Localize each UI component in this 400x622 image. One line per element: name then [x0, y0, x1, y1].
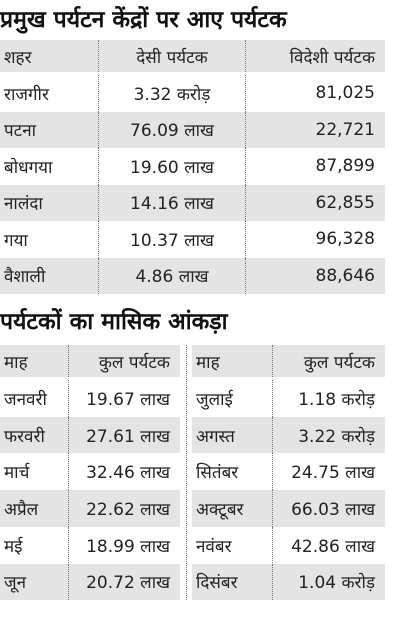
table-cell: पटना [0, 111, 98, 148]
table-title: प्रमुख पर्यटन केंद्रों पर आए पर्यटक [0, 7, 287, 33]
table-cell: मई [0, 526, 68, 564]
table-cell: सितंबर [192, 453, 272, 491]
table-cell: 14.16 लाख [98, 184, 245, 221]
table-cell: 87,899 [245, 148, 385, 185]
table-cell: नालंदा [0, 184, 98, 221]
table-cell: 10.37 लाख [98, 221, 245, 258]
table-cell: अप्रैल [0, 490, 68, 527]
table-cell: मार्च [0, 453, 68, 491]
header-cell: देसी पर्यटक [98, 40, 245, 72]
table-cell: 22.62 लाख [68, 490, 180, 527]
table-cell: दिसंबर [192, 563, 272, 601]
table-cell: बोधगया [0, 148, 98, 185]
table-cell: 62,855 [245, 184, 385, 221]
table-cell: 19.67 लाख [68, 380, 180, 417]
table-cell: फरवरी [0, 416, 68, 454]
table-cell: 3.22 करोड़ [272, 416, 385, 454]
table-cell: 81,025 [245, 75, 385, 112]
header-cell: कुल पर्यटक [68, 345, 180, 377]
table-cell: 19.60 लाख [98, 148, 245, 185]
table-title: पर्यटकों का मासिक आंकड़ा [0, 309, 228, 335]
table-cell: राजगीर [0, 75, 98, 112]
table-cell: वैशाली [0, 257, 98, 294]
table-cell: नवंबर [192, 526, 272, 564]
table-cell: 1.18 करोड़ [272, 380, 385, 417]
table-cell: अक्टूबर [192, 490, 272, 527]
divider [186, 345, 187, 600]
table-cell: जुलाई [192, 380, 272, 417]
table-cell: 1.04 करोड़ [272, 563, 385, 601]
header-cell: विदेशी पर्यटक [245, 40, 385, 72]
table-cell: 27.61 लाख [68, 416, 180, 454]
header-cell: माह [0, 345, 68, 377]
table-cell: 76.09 लाख [98, 111, 245, 148]
table-cell: 22,721 [245, 111, 385, 148]
table-cell: जनवरी [0, 380, 68, 417]
table-cell: 66.03 लाख [272, 490, 385, 527]
table-cell: 24.75 लाख [272, 453, 385, 491]
table-cell: 18.99 लाख [68, 526, 180, 564]
table-cell: अगस्त [192, 416, 272, 454]
table-cell: गया [0, 221, 98, 258]
table-cell: 96,328 [245, 221, 385, 258]
header-cell: शहर [0, 40, 98, 72]
table-cell: 88,646 [245, 257, 385, 294]
table-cell: 32.46 लाख [68, 453, 180, 491]
table-cell: जून [0, 563, 68, 601]
table-cell: 4.86 लाख [98, 257, 245, 294]
header-cell: कुल पर्यटक [272, 345, 385, 377]
table-cell: 3.32 करोड़ [98, 75, 245, 112]
header-cell: माह [192, 345, 272, 377]
table-cell: 20.72 लाख [68, 563, 180, 601]
table-cell: 42.86 लाख [272, 526, 385, 564]
